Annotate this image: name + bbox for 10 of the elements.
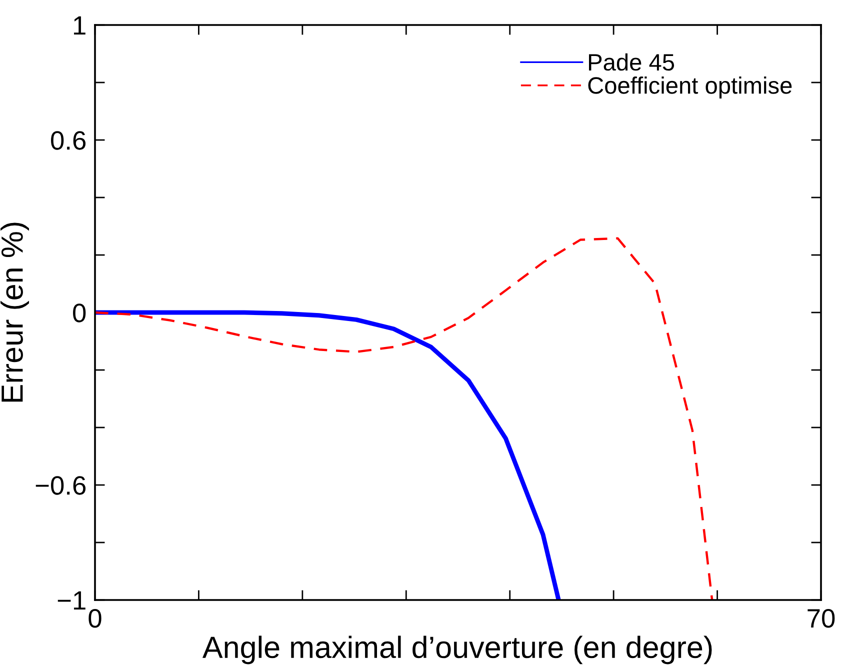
x-axis-title: Angle maximal d’ouverture (en degre) (202, 636, 712, 664)
y-tick-label: 0 (73, 304, 86, 322)
legend-label: Pade 45 (588, 53, 674, 71)
x-tick-label: 70 (808, 609, 835, 628)
y-axis-title: Erreur (en %) (0, 222, 30, 402)
y-tick-label: −1 (58, 591, 86, 610)
y-tick-label: −0.6 (36, 476, 86, 495)
legend-label: Coefficient optimise (588, 76, 792, 99)
y-tick-label: 0.6 (51, 131, 86, 150)
y-tick-label: 1 (74, 16, 86, 35)
